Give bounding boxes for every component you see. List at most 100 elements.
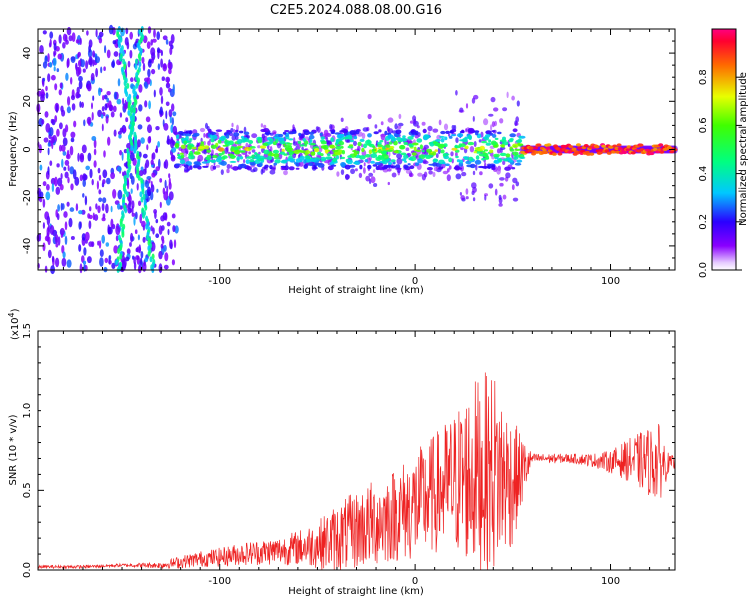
spectrogram-cells bbox=[36, 24, 678, 275]
noise-cell bbox=[159, 87, 163, 96]
halo-cell bbox=[465, 128, 468, 133]
band-cell bbox=[325, 156, 333, 160]
band-cell bbox=[498, 157, 503, 163]
band-cell bbox=[517, 138, 523, 143]
band-cell bbox=[516, 159, 523, 163]
band-cell bbox=[449, 130, 453, 134]
band-cell bbox=[308, 162, 314, 167]
colorbar-tick-label: 0.8 bbox=[698, 69, 709, 85]
noise-cell bbox=[91, 111, 94, 121]
noise-cell bbox=[168, 109, 173, 118]
noise-cell bbox=[171, 103, 175, 112]
halo-cell bbox=[207, 140, 211, 146]
noise-cell bbox=[96, 180, 99, 190]
band-cell bbox=[483, 157, 490, 160]
band-cell bbox=[338, 141, 345, 146]
noise-cell bbox=[119, 112, 123, 118]
halo-cell bbox=[203, 133, 206, 138]
spectrogram-feature bbox=[519, 143, 678, 156]
noise-cell bbox=[66, 59, 69, 69]
band-cell bbox=[394, 167, 402, 170]
band-cell bbox=[417, 158, 424, 164]
noise-cell bbox=[163, 123, 169, 131]
band-cell bbox=[377, 146, 384, 150]
band-cell bbox=[286, 142, 293, 145]
noise-cell bbox=[146, 41, 151, 49]
noise-cell bbox=[132, 255, 135, 260]
noise-cell bbox=[101, 123, 104, 132]
halo-cell bbox=[265, 135, 268, 142]
band-cell bbox=[330, 137, 335, 142]
halo-cell bbox=[455, 173, 462, 180]
tone-cell bbox=[589, 152, 595, 156]
band-cell bbox=[295, 162, 300, 167]
band-cell bbox=[207, 160, 210, 164]
noise-cell bbox=[83, 174, 88, 181]
band-cell bbox=[267, 141, 274, 145]
band-cell bbox=[509, 138, 514, 141]
halo-cell bbox=[499, 118, 504, 124]
band-cell bbox=[187, 144, 193, 150]
band-cell bbox=[365, 154, 371, 158]
band-cell bbox=[329, 144, 335, 149]
noise-cell bbox=[104, 103, 108, 111]
band-cell bbox=[320, 145, 327, 149]
band-cell bbox=[212, 154, 218, 159]
halo-cell bbox=[455, 90, 458, 96]
noise-cell bbox=[102, 179, 106, 185]
noise-cell bbox=[119, 127, 124, 133]
colorbar-tick-label: 0.0 bbox=[698, 262, 709, 278]
noise-cell bbox=[82, 193, 85, 198]
halo-cell bbox=[230, 164, 233, 170]
band-cell bbox=[492, 133, 497, 138]
noise-cell bbox=[47, 73, 51, 83]
band-cell bbox=[408, 144, 414, 148]
band-cell bbox=[372, 148, 377, 152]
noise-cell bbox=[79, 174, 83, 182]
band-cell bbox=[400, 152, 407, 156]
noise-cell bbox=[112, 40, 117, 45]
noise-cell bbox=[55, 243, 59, 248]
halo-cell bbox=[231, 135, 236, 141]
halo-cell bbox=[461, 171, 467, 177]
streak-cell bbox=[138, 55, 142, 62]
band-cell bbox=[442, 153, 450, 156]
halo-cell bbox=[450, 151, 454, 157]
colorbar-gradient bbox=[711, 28, 737, 271]
streak-cell bbox=[132, 120, 135, 127]
noise-cell bbox=[84, 231, 90, 241]
snr-y-tick-label: 0.5 bbox=[22, 482, 33, 498]
band-cell bbox=[324, 148, 329, 154]
noise-cell bbox=[146, 176, 152, 180]
band-cell bbox=[478, 153, 486, 157]
noise-cell bbox=[84, 195, 88, 206]
band-cell bbox=[279, 140, 286, 145]
halo-cell bbox=[409, 120, 414, 124]
colorbar-label: Normalized spectral amplitude bbox=[738, 72, 749, 226]
noise-cell bbox=[131, 212, 136, 217]
band-cell bbox=[407, 136, 414, 140]
halo-cell bbox=[226, 164, 231, 169]
tone-cell bbox=[638, 143, 644, 147]
band-cell bbox=[442, 161, 446, 165]
spectrogram-y-axis-label: Frequency (Hz) bbox=[8, 111, 19, 187]
band-cell bbox=[269, 138, 274, 142]
spectrogram-x-tick-label: 0 bbox=[412, 276, 418, 287]
band-cell bbox=[512, 151, 519, 156]
noise-cell bbox=[79, 101, 82, 108]
noise-cell bbox=[152, 38, 157, 43]
spectrogram-x-tick-label: 100 bbox=[601, 276, 620, 287]
noise-cell bbox=[83, 119, 86, 127]
band-cell bbox=[468, 156, 474, 162]
streak-cell bbox=[149, 256, 153, 263]
band-cell bbox=[262, 142, 269, 146]
noise-cell bbox=[39, 164, 43, 171]
noise-cell bbox=[104, 45, 107, 54]
noise-cell bbox=[92, 212, 95, 221]
noise-cell bbox=[89, 206, 92, 212]
noise-cell bbox=[172, 111, 177, 117]
band-cell bbox=[509, 133, 516, 138]
streak-cell bbox=[134, 63, 138, 70]
band-cell bbox=[460, 143, 466, 148]
